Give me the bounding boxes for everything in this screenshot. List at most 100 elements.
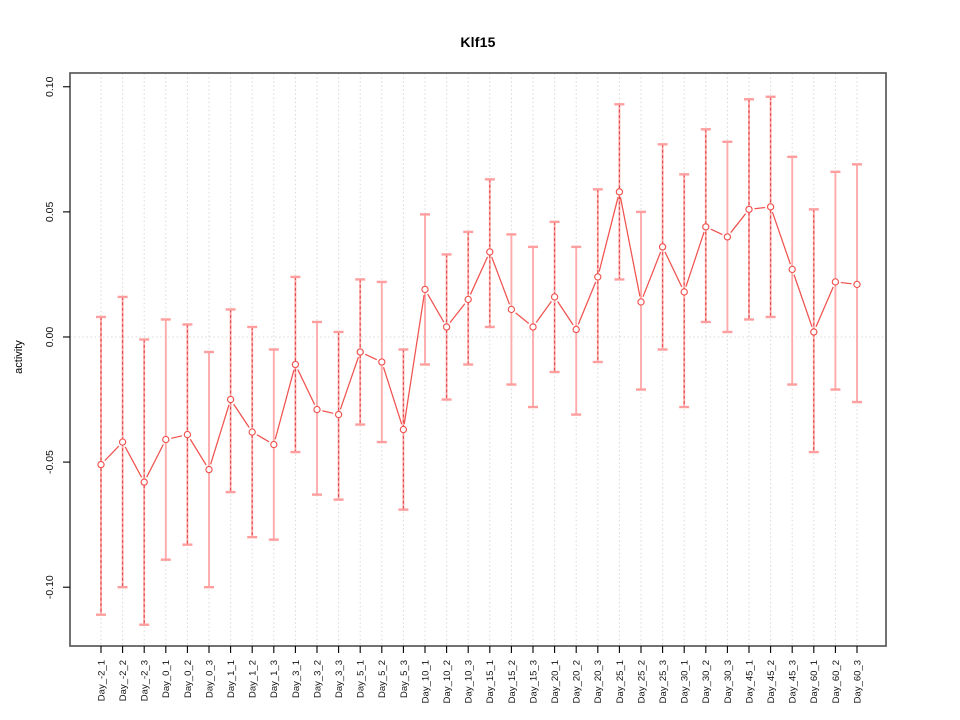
x-tick-label: Day_3_3 xyxy=(334,660,345,698)
x-tick-label: Day_25_2 xyxy=(636,660,647,703)
x-tick-label: Day_3_2 xyxy=(312,660,323,698)
x-tick-label: Day_10_2 xyxy=(442,660,453,703)
x-tick-label: Day_45_3 xyxy=(788,660,799,703)
error-bars xyxy=(96,95,862,626)
x-tick-label: Day_30_1 xyxy=(680,660,691,703)
x-tick-label: Day_30_3 xyxy=(723,660,734,703)
plot-border xyxy=(69,72,887,647)
data-point-marker xyxy=(507,305,516,314)
series-segment xyxy=(427,293,445,323)
x-tick-label: Day_20_3 xyxy=(593,660,604,703)
x-tick-label: Day_15_2 xyxy=(507,660,518,703)
x-tick-label: Day_5_1 xyxy=(356,660,367,698)
data-point-marker xyxy=(486,248,494,256)
data-point-marker xyxy=(680,288,688,296)
y-tick-label: -0.10 xyxy=(44,575,56,599)
data-point-marker xyxy=(97,460,105,469)
series-segment xyxy=(642,251,662,298)
data-point-marker xyxy=(658,243,667,251)
series-segment xyxy=(754,206,766,210)
series-segment xyxy=(710,228,723,236)
series-segment xyxy=(104,445,120,462)
x-axis: Day_-2_1 Day_-2_2 Day_-2_3 Day_0_1 Day_0_2 Da… xyxy=(96,646,863,703)
series-segment xyxy=(322,410,334,414)
y-axis: 0.10 0.05 0.00 -0.05 -0.10 xyxy=(44,76,70,599)
x-tick-label: Day_-2_1 xyxy=(96,660,107,701)
data-point-marker xyxy=(378,358,386,366)
series-segment xyxy=(210,404,230,465)
y-tick-label: 0.10 xyxy=(44,76,56,97)
data-point-marker xyxy=(766,203,775,211)
series-segment xyxy=(233,403,250,428)
gridlines xyxy=(70,73,886,646)
series-segment xyxy=(297,369,316,405)
data-point-marker xyxy=(810,328,818,336)
data-point-marker xyxy=(162,435,170,444)
data-point-marker xyxy=(183,430,192,439)
series-segment xyxy=(815,286,834,328)
series-segment xyxy=(598,197,619,272)
x-tick-label: Day_1_2 xyxy=(248,660,259,698)
data-point-marker xyxy=(594,273,602,281)
data-point-marker xyxy=(529,323,537,331)
data-point-marker xyxy=(550,293,559,301)
data-point-marker xyxy=(356,348,364,356)
data-point-marker xyxy=(572,325,580,334)
x-tick-label: Day_0_3 xyxy=(204,660,215,698)
data-point-marker xyxy=(723,233,732,241)
series-segment xyxy=(403,294,425,425)
x-tick-label: Day_10_3 xyxy=(464,660,475,703)
x-tick-label: Day_-2_3 xyxy=(140,660,151,701)
data-point-marker xyxy=(270,440,278,449)
series-segment xyxy=(256,434,270,443)
data-point-marker xyxy=(615,188,624,196)
y-tick-label: 0.05 xyxy=(44,201,56,222)
series-segment xyxy=(382,367,403,425)
data-point-marker xyxy=(205,465,213,474)
series-segment xyxy=(364,353,378,361)
data-point-marker xyxy=(831,278,840,286)
x-tick-label: Day_-2_2 xyxy=(118,660,129,701)
data-point-marker xyxy=(442,323,451,331)
series-markers xyxy=(97,188,861,486)
data-point-marker xyxy=(399,425,408,434)
x-tick-label: Day_45_2 xyxy=(766,660,777,703)
series-segment xyxy=(771,211,791,265)
x-tick-label: Day_20_1 xyxy=(550,660,561,703)
x-tick-label: Day_1_3 xyxy=(269,660,280,698)
series-segment xyxy=(469,256,489,295)
data-point-marker xyxy=(248,428,256,436)
data-point-marker xyxy=(464,295,472,304)
series-segment xyxy=(664,251,683,288)
data-point-marker xyxy=(140,478,148,486)
data-point-marker xyxy=(226,395,235,404)
y-tick-label: -0.05 xyxy=(44,450,56,474)
x-tick-label: Day_60_3 xyxy=(852,660,863,703)
data-point-marker xyxy=(313,405,321,414)
x-tick-label: Day_5_3 xyxy=(399,660,410,698)
x-tick-label: Day_45_1 xyxy=(744,660,755,703)
series-segment xyxy=(124,446,143,478)
series-segment xyxy=(189,438,207,466)
x-tick-label: Day_60_2 xyxy=(831,660,842,703)
x-tick-label: Day_1_1 xyxy=(226,660,237,698)
series-segment xyxy=(339,356,359,410)
x-tick-label: Day_25_1 xyxy=(615,660,626,703)
series-segment xyxy=(619,197,641,297)
y-tick-label: 0.00 xyxy=(44,327,56,348)
data-point-marker xyxy=(118,438,127,446)
series-segment xyxy=(535,301,552,323)
series-segment xyxy=(515,312,530,324)
data-point-marker xyxy=(334,410,343,419)
data-point-marker xyxy=(702,223,710,231)
x-tick-label: Day_15_1 xyxy=(485,660,496,703)
series-line xyxy=(104,197,852,478)
data-point-marker xyxy=(788,265,796,274)
data-point-marker xyxy=(745,205,753,214)
series-segment xyxy=(274,369,295,440)
chart-title: Klf15 xyxy=(460,34,496,50)
series-segment xyxy=(577,281,597,325)
data-point-marker xyxy=(421,285,429,294)
